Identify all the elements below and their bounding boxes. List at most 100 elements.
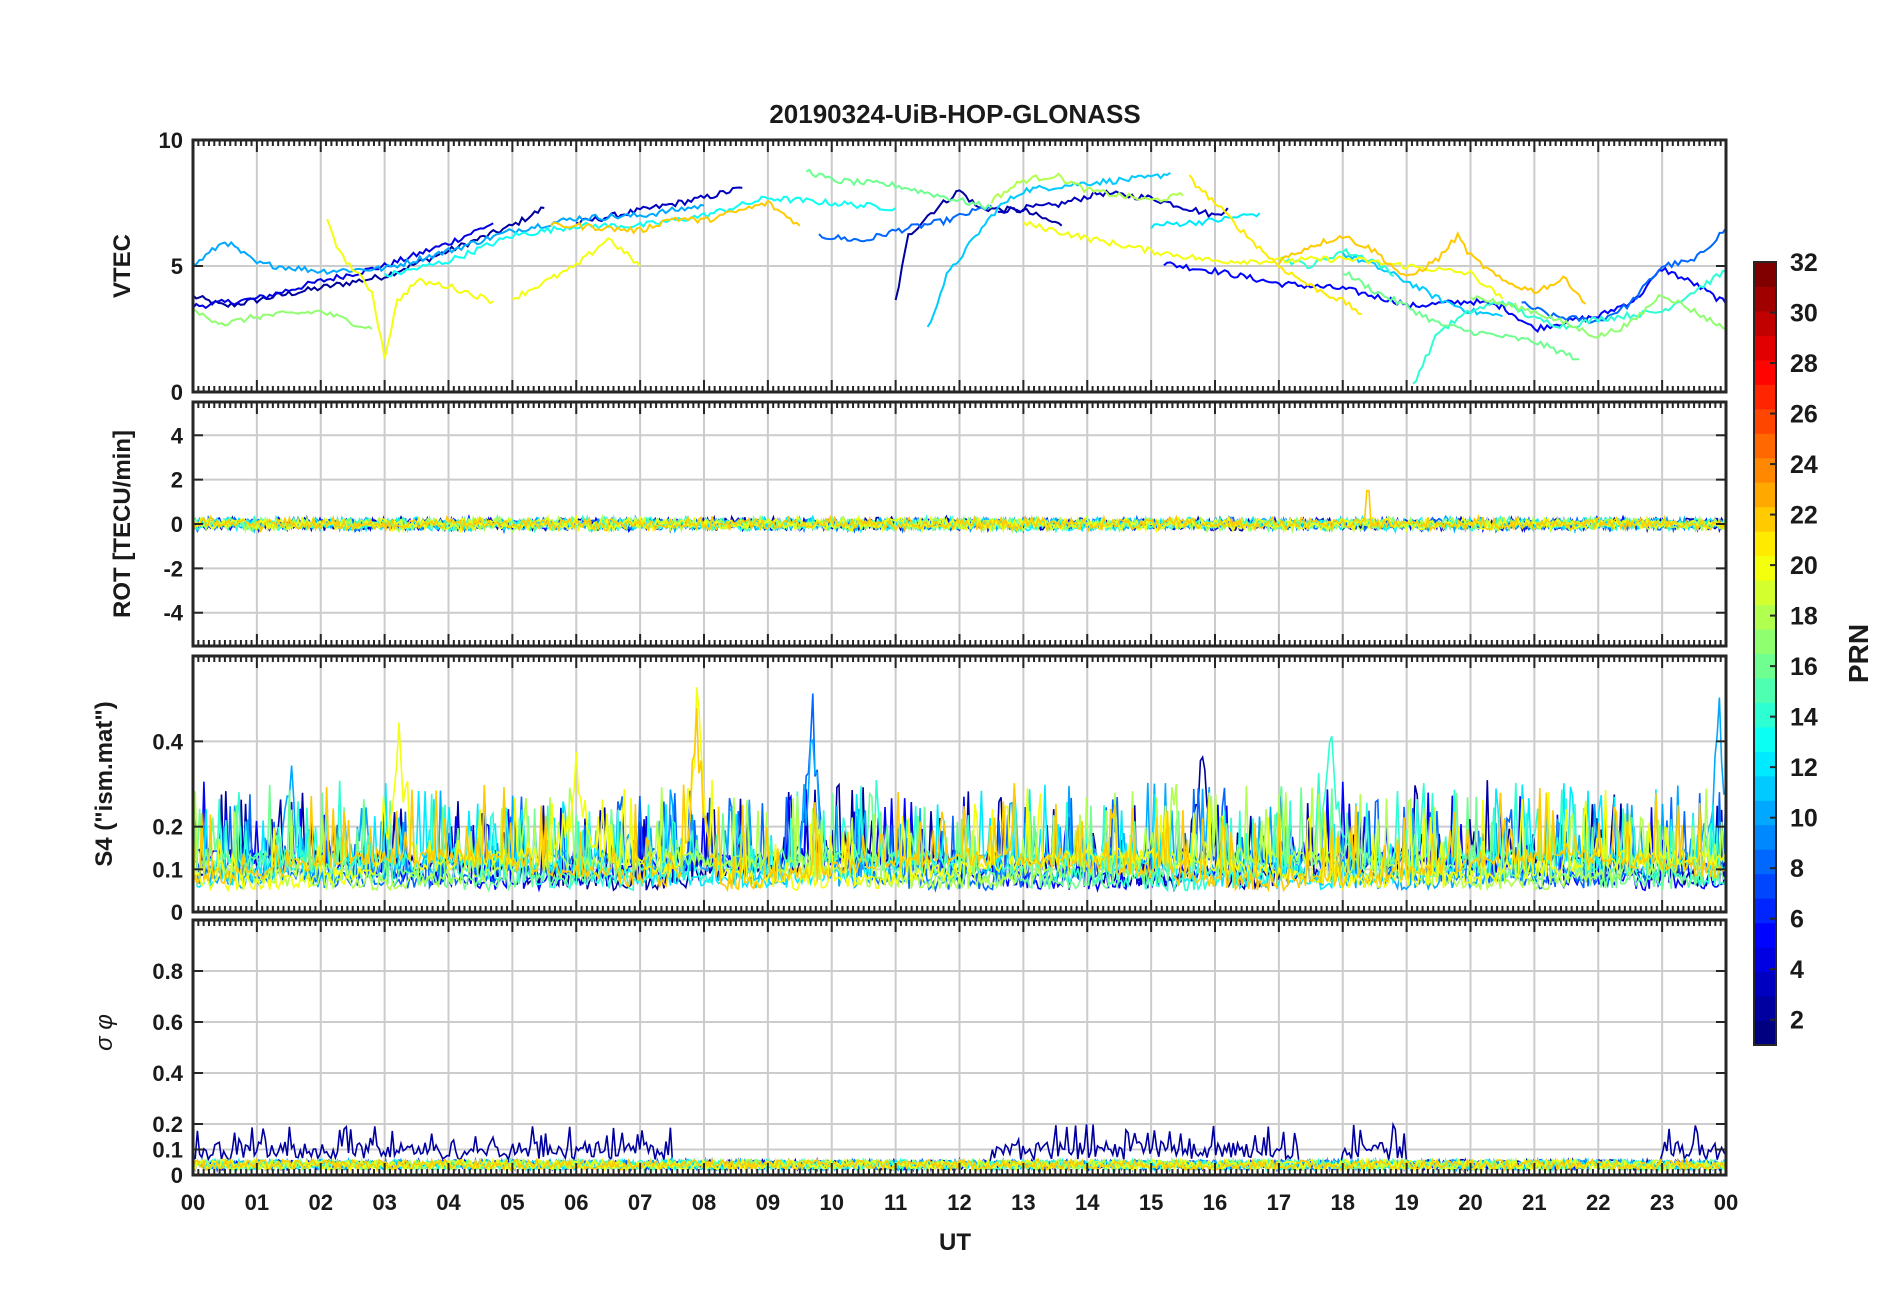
x-tick-label: 03 [372, 1190, 396, 1215]
colorbar-tick-label: 2 [1790, 1007, 1804, 1035]
colorbar-segment [1754, 1020, 1776, 1046]
y-tick-label: -2 [163, 556, 183, 581]
colorbar-segment [1754, 408, 1776, 434]
x-tick-label: 19 [1394, 1190, 1418, 1215]
colorbar-segment [1754, 971, 1776, 997]
y-tick-label: 4 [171, 423, 184, 448]
panel-sigma_phi: 00.10.2 0.4 0.6 0.8 σ φ [91, 918, 1728, 1188]
colorbar-segment [1754, 482, 1776, 508]
y-tick-label: 0.1 [152, 1138, 183, 1163]
data-layer [193, 687, 1726, 893]
data-layer [193, 489, 1726, 535]
x-tick-label: 08 [692, 1190, 716, 1215]
data-layer [193, 168, 1726, 385]
colorbar-segment [1754, 751, 1776, 777]
x-tick-label: 23 [1650, 1190, 1674, 1215]
x-tick-label: 05 [500, 1190, 524, 1215]
y-tick-label: 0 [171, 512, 183, 537]
x-tick-label: 12 [947, 1190, 971, 1215]
colorbar-tick-label: 26 [1790, 401, 1818, 429]
colorbar-tick-label: 18 [1790, 603, 1818, 631]
colorbar-tick-label: 4 [1790, 956, 1804, 984]
s4-series-prn-22 [193, 707, 1726, 893]
colorbar-tick-label: 10 [1790, 805, 1818, 833]
x-axis: 00 01 02 03 04 05 06 07 08 09 10 11 12 13 14 15 16 17 18 19… [181, 1190, 1738, 1215]
colorbar-segment [1754, 775, 1776, 801]
x-tick-label: 18 [1331, 1190, 1355, 1215]
y-tick-label: 2 [171, 468, 183, 493]
colorbar-label: PRN [1843, 624, 1874, 683]
x-tick-label: 13 [1011, 1190, 1035, 1215]
colorbar-segment [1754, 800, 1776, 826]
colorbar-segment [1754, 262, 1776, 287]
y-tick-label: 0.1 [152, 857, 183, 882]
vtec-series-prn-22 [549, 199, 801, 235]
vtec-series-prn-8 [818, 204, 992, 243]
colorbar-segment [1754, 555, 1776, 581]
colorbar-segment [1754, 604, 1776, 630]
vtec-series-prn-5 [1163, 261, 1407, 306]
y-tick-label: 0.2 [152, 1112, 183, 1137]
x-tick-label: 14 [1075, 1190, 1100, 1215]
colorbar-segment [1754, 335, 1776, 361]
colorbar-segment [1754, 849, 1776, 875]
y-tick-label: 0.4 [152, 729, 183, 754]
panel-s4: 0 0.1 0.2 0.4 S4 ("ism.mat") [91, 654, 1728, 925]
vtec-series-prn-20 [512, 237, 641, 301]
y-tick-label: -4 [163, 601, 183, 626]
colorbar-tick-label: 32 [1790, 249, 1818, 277]
y-tick-label: 0 [171, 900, 183, 925]
colorbar-segment [1754, 677, 1776, 703]
y-tick-label: 0.4 [152, 1061, 183, 1086]
colorbar-segment [1754, 580, 1776, 606]
x-tick-label: 21 [1522, 1190, 1546, 1215]
colorbar-segment [1754, 457, 1776, 483]
x-tick-label: 06 [564, 1190, 588, 1215]
colorbar-segment [1754, 824, 1776, 850]
y-tick-label: 0.6 [152, 1010, 183, 1035]
colorbar-segment [1754, 531, 1776, 557]
colorbar-tick-label: 12 [1790, 754, 1818, 782]
colorbar-segment [1754, 653, 1776, 679]
vtec-series-prn-20 [326, 218, 494, 359]
colorbar-segment [1754, 286, 1776, 312]
y-axis-label-s4: S4 ("ism.mat") [91, 701, 118, 866]
colorbar-segment [1754, 726, 1776, 752]
vtec-series-prn-10 [193, 203, 705, 276]
colorbar-segment [1754, 898, 1776, 924]
y-tick-label: 0 [171, 1163, 183, 1188]
x-tick-label: 16 [1203, 1190, 1227, 1215]
colorbar-segment [1754, 433, 1776, 459]
vtec-series-prn-3 [997, 189, 1229, 219]
y-tick-label: 0 [171, 380, 183, 405]
colorbar-tick-label: 28 [1790, 350, 1818, 378]
panel-rot: -4 -2 0 2 4 ROT [TECU/min] [109, 400, 1728, 648]
colorbar-segment [1754, 629, 1776, 654]
vtec-series-prn-17 [193, 307, 373, 330]
vtec-series-prn-2 [894, 189, 1063, 301]
vtec-series-prn-12 [1150, 212, 1261, 230]
x-tick-label: 07 [628, 1190, 652, 1215]
s4-series-prn-20 [193, 687, 1726, 893]
x-tick-label: 10 [820, 1190, 844, 1215]
x-tick-label: 00 [181, 1190, 205, 1215]
vtec-series-prn-11 [926, 171, 1171, 328]
x-tick-label: 01 [245, 1190, 269, 1215]
x-tick-label: 17 [1267, 1190, 1291, 1215]
colorbar-tick-label: 30 [1790, 300, 1818, 328]
x-tick-label: 20 [1458, 1190, 1482, 1215]
colorbar-tick-label: 8 [1790, 855, 1804, 883]
y-tick-label: 5 [171, 254, 183, 279]
colorbar-segment [1754, 384, 1776, 410]
colorbar-tick-label: 20 [1790, 552, 1818, 580]
y-axis-label-vtec: VTEC [109, 234, 136, 298]
vtec-series-prn-18 [990, 172, 1184, 204]
x-tick-label: 15 [1139, 1190, 1163, 1215]
x-tick-label: 11 [884, 1190, 907, 1215]
vtec-series-prn-8 [1521, 227, 1726, 325]
colorbar-segment [1754, 996, 1776, 1022]
vtec-series-prn-17 [1469, 294, 1726, 339]
vtec-series-prn-22 [1278, 230, 1587, 305]
